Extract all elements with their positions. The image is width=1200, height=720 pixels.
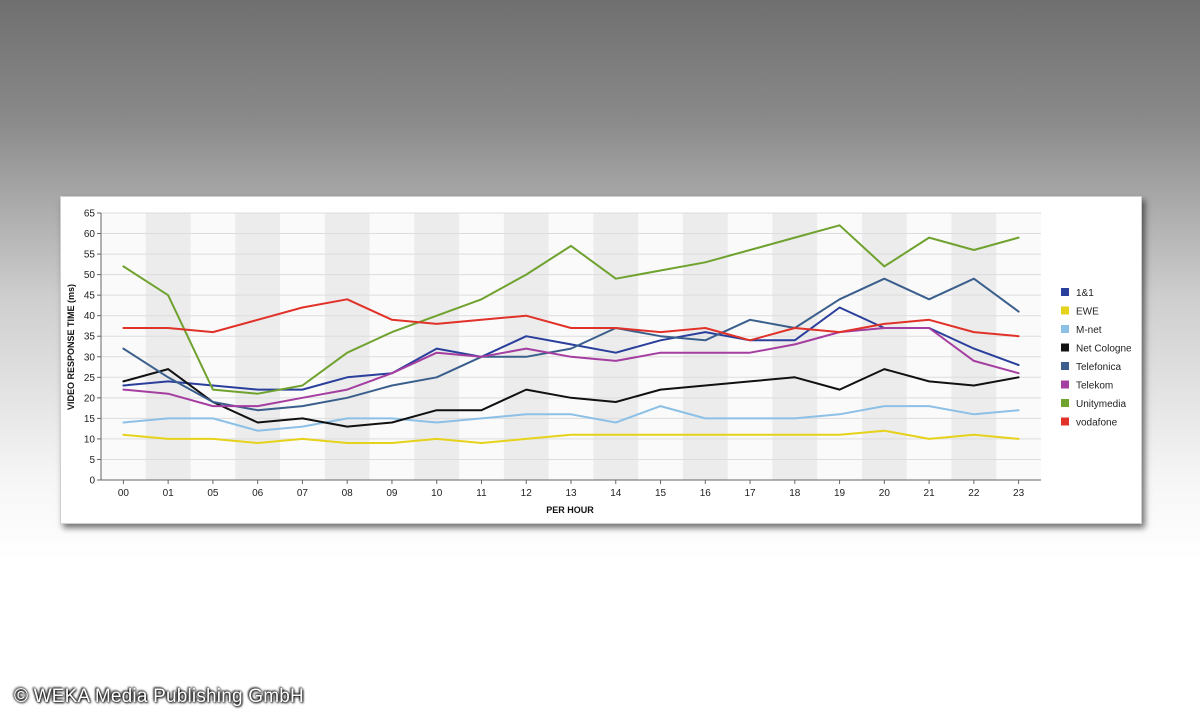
legend-label: vodafone: [1076, 418, 1118, 429]
x-tick-label: 01: [163, 488, 175, 499]
series-line-m-net: [122, 405, 1020, 432]
legend-label: Telekom: [1076, 381, 1113, 392]
legend-swatch: [1061, 399, 1069, 407]
y-tick-label: 45: [84, 291, 96, 302]
x-tick-label: 22: [968, 488, 980, 499]
chart-card: 0 5 10 15 20 25 30 35 40 45 50 55 60 65 00 01 05 06 07 08 0…: [60, 196, 1142, 524]
legend-label: M-net: [1076, 325, 1102, 336]
series-line-vodafone: [122, 298, 1020, 342]
y-tick-label: 20: [84, 393, 96, 404]
series-line-telekom: [122, 327, 1020, 408]
column-band: [503, 213, 549, 480]
legend-swatch: [1061, 306, 1069, 315]
x-tick-label: 13: [565, 488, 577, 499]
legend-swatch: [1061, 380, 1069, 389]
column-band: [951, 213, 997, 480]
y-tick-label: 35: [84, 332, 96, 343]
x-tick-label: 00: [118, 488, 130, 499]
y-tick-label: 25: [84, 373, 96, 384]
x-tick-label: 17: [744, 488, 756, 499]
x-tick-label: 10: [431, 488, 443, 499]
legend-label: EWE: [1076, 307, 1099, 318]
x-tick-label: 12: [521, 488, 533, 499]
y-tick-label: 10: [84, 434, 96, 445]
y-tick-label: 15: [84, 414, 96, 425]
x-tick-label: 19: [834, 488, 846, 499]
y-tick-label: 30: [84, 352, 96, 363]
plot-background: [101, 213, 1041, 480]
series-line-net-cologne: [122, 368, 1020, 428]
column-band: [593, 213, 639, 480]
legend-swatch: [1061, 343, 1069, 352]
series-lines: [122, 224, 1020, 444]
series-line-1-1: [122, 306, 1020, 391]
series-line-ewe: [122, 429, 1020, 444]
legend-label: Net Cologne: [1076, 344, 1132, 355]
x-axis-label: PER HOUR: [546, 505, 594, 515]
legend-swatch: [1061, 325, 1069, 333]
y-tick-label: 0: [89, 476, 95, 487]
y-tick-label: 50: [84, 270, 96, 281]
legend-label: Telefonica: [1076, 362, 1121, 373]
column-band: [414, 213, 460, 480]
x-tick-label: 07: [297, 488, 309, 499]
y-tick-label: 55: [84, 250, 96, 261]
x-tick-label: 14: [610, 488, 622, 499]
x-axis-ticks: 00 01 05 06 07 08 09 10 11 12 13 14 15 16 17 18 19 20 21 22…: [118, 480, 1025, 499]
x-tick-label: 11: [476, 488, 487, 499]
legend-swatch: [1061, 417, 1069, 426]
legend-label: Unitymedia: [1076, 399, 1126, 410]
legend-label: 1&1: [1076, 288, 1094, 299]
column-band: [235, 213, 281, 480]
x-tick-label: 21: [924, 488, 936, 499]
copyright-notice: © WEKA Media Publishing GmbH: [14, 686, 304, 707]
y-axis-ticks: 0 5 10 15 20 25 30 35 40 45 50 55 60 65: [84, 209, 101, 487]
series-line-unitymedia: [122, 224, 1020, 395]
x-tick-label: 20: [879, 488, 891, 499]
x-tick-label: 16: [700, 488, 712, 499]
legend-swatch: [1061, 362, 1069, 370]
x-tick-label: 23: [1013, 488, 1025, 499]
legend: 1&1 EWE M-net Net Cologne Telefonica Telekom U…: [1061, 288, 1132, 429]
y-axis-label: VIDEO RESPONSE TIME (ms): [66, 284, 76, 410]
y-tick-label: 60: [84, 229, 96, 240]
y-tick-label: 5: [89, 455, 95, 466]
x-tick-label: 15: [655, 488, 667, 499]
x-tick-label: 18: [789, 488, 801, 499]
y-tick-label: 65: [84, 209, 96, 220]
x-tick-label: 08: [342, 488, 354, 499]
x-tick-label: 09: [386, 488, 398, 499]
series-line-telefonica: [122, 277, 1020, 412]
column-band: [145, 213, 191, 480]
legend-swatch: [1061, 288, 1069, 296]
x-tick-label: 05: [207, 488, 219, 499]
x-tick-label: 06: [252, 488, 264, 499]
column-band: [682, 213, 728, 480]
y-tick-label: 40: [84, 311, 96, 322]
